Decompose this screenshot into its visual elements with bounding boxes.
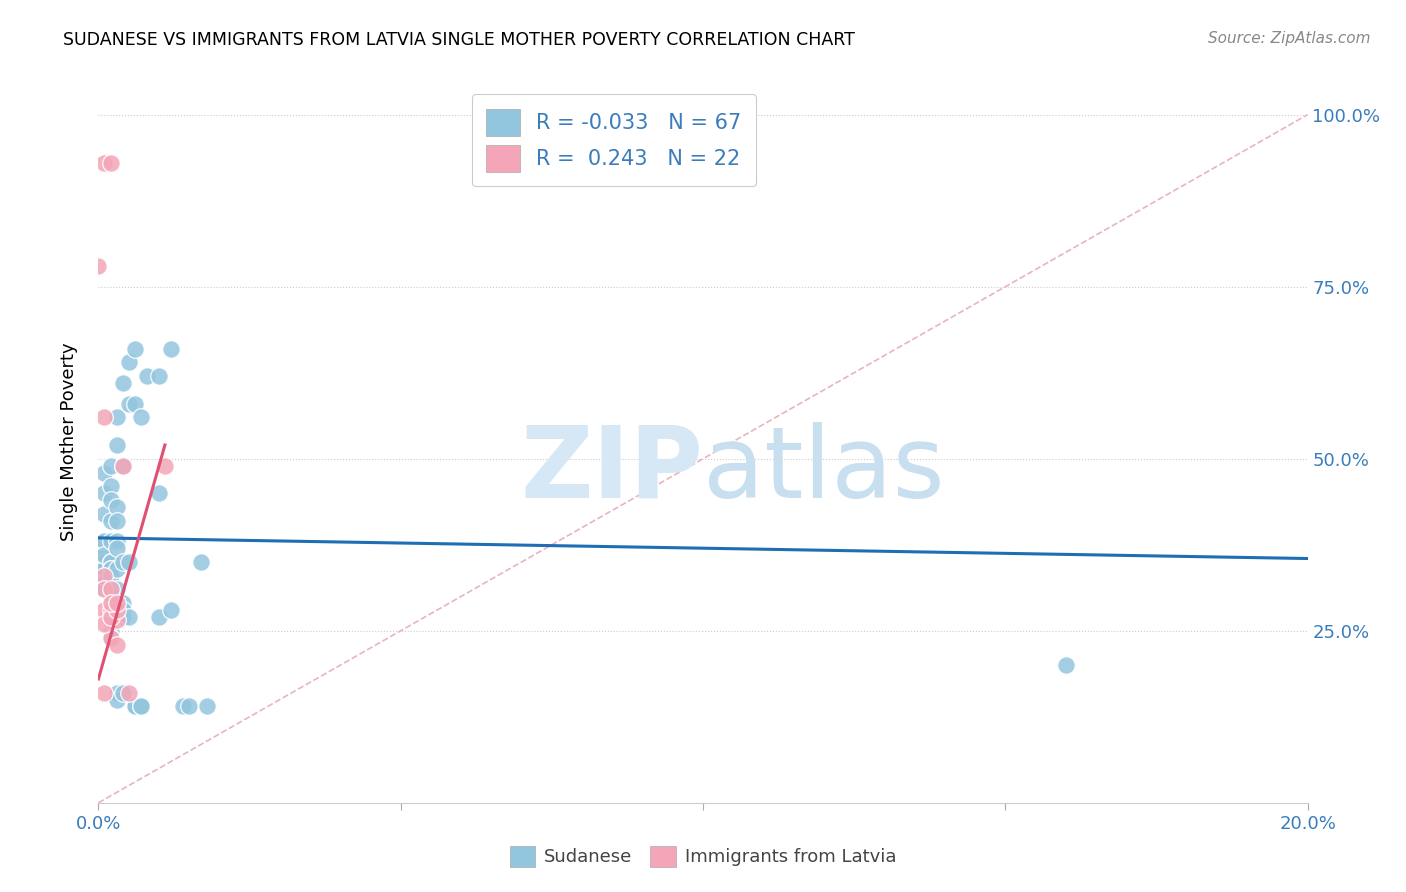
Point [111, 603, 134, 617]
Point [105, 582, 128, 597]
Point [118, 397, 141, 411]
Point [105, 596, 128, 610]
Point [100, 562, 122, 576]
Point [93, 568, 115, 582]
Point [93, 562, 115, 576]
Point [93, 548, 115, 562]
Point [93, 582, 115, 597]
Point [148, 369, 170, 384]
Point [124, 342, 146, 356]
Point [105, 534, 128, 549]
Point [100, 458, 122, 473]
Point [100, 631, 122, 645]
Point [124, 397, 146, 411]
Point [87, 259, 110, 273]
Point [100, 614, 122, 628]
Point [105, 603, 128, 617]
Point [100, 479, 122, 493]
Point [93, 548, 115, 562]
Point [100, 555, 122, 569]
Point [105, 541, 128, 556]
Point [135, 369, 157, 384]
Point [100, 555, 122, 569]
Point [93, 562, 115, 576]
Point [93, 486, 115, 500]
Point [93, 410, 115, 425]
Legend: R = -0.033   N = 67, R =  0.243   N = 22: R = -0.033 N = 67, R = 0.243 N = 22 [471, 95, 756, 186]
Point [100, 534, 122, 549]
Point [105, 410, 128, 425]
Point [93, 616, 115, 631]
Point [118, 686, 141, 700]
Point [105, 686, 128, 700]
Point [118, 355, 141, 369]
Point [111, 686, 134, 700]
Point [129, 699, 152, 714]
Point [100, 603, 122, 617]
Legend: Sudanese, Immigrants from Latvia: Sudanese, Immigrants from Latvia [502, 838, 904, 874]
Point [100, 582, 122, 597]
Point [179, 699, 201, 714]
Point [100, 493, 122, 508]
Point [111, 376, 134, 390]
Point [93, 156, 115, 170]
Point [111, 610, 134, 624]
Point [129, 699, 152, 714]
Point [160, 603, 183, 617]
Point [93, 568, 115, 582]
Point [100, 514, 122, 528]
Point [105, 500, 128, 514]
Point [105, 603, 128, 617]
Point [93, 555, 115, 569]
Point [100, 610, 122, 624]
Point [195, 699, 218, 714]
Point [124, 699, 146, 714]
Text: atlas: atlas [703, 422, 945, 519]
Point [105, 692, 128, 706]
Point [118, 610, 141, 624]
Point [1054, 658, 1077, 673]
Y-axis label: Single Mother Poverty: Single Mother Poverty [59, 343, 77, 541]
Point [93, 582, 115, 597]
Point [105, 438, 128, 452]
Point [93, 534, 115, 549]
Point [160, 342, 183, 356]
Point [105, 614, 128, 628]
Text: SUDANESE VS IMMIGRANTS FROM LATVIA SINGLE MOTHER POVERTY CORRELATION CHART: SUDANESE VS IMMIGRANTS FROM LATVIA SINGL… [63, 31, 855, 49]
Point [93, 507, 115, 521]
Point [105, 514, 128, 528]
Point [93, 575, 115, 590]
Point [148, 610, 170, 624]
Point [93, 466, 115, 480]
Point [93, 603, 115, 617]
Point [93, 686, 115, 700]
Point [100, 624, 122, 638]
Point [190, 555, 212, 569]
Point [124, 699, 146, 714]
Point [118, 555, 141, 569]
Point [111, 596, 134, 610]
Point [100, 631, 122, 645]
Point [87, 548, 110, 562]
Point [100, 568, 122, 582]
Point [172, 699, 194, 714]
Point [100, 156, 122, 170]
Point [111, 458, 134, 473]
Point [129, 410, 152, 425]
Point [153, 458, 176, 473]
Point [100, 562, 122, 576]
Point [93, 534, 115, 549]
Point [105, 638, 128, 652]
Point [105, 562, 128, 576]
Point [111, 458, 134, 473]
Point [148, 486, 170, 500]
Point [100, 596, 122, 610]
Point [111, 555, 134, 569]
Text: ZIP: ZIP [520, 422, 703, 519]
Point [100, 590, 122, 604]
Text: Source: ZipAtlas.com: Source: ZipAtlas.com [1208, 31, 1371, 46]
